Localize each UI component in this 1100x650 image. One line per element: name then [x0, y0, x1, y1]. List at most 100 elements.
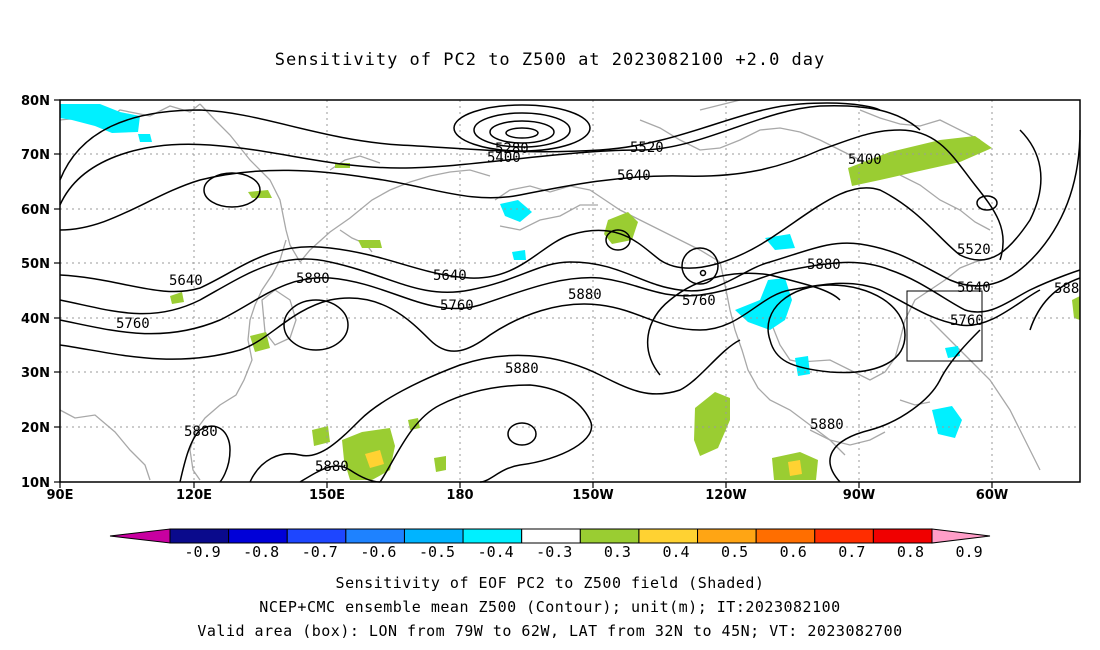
- colorbar-tick-label: 0.9: [956, 543, 983, 561]
- colorbar-cell: [755, 528, 816, 544]
- colorbar-cell: [462, 528, 523, 544]
- z500-contours: [59, 102, 1081, 483]
- shade-negative: [795, 356, 810, 376]
- footer-line-2: NCEP+CMC ensemble mean Z500 (Contour); u…: [259, 598, 841, 616]
- lon-tick-label: 150E: [309, 488, 345, 503]
- lon-tick-label: 60W: [976, 488, 1008, 503]
- colorbar-tick-label: 0.5: [721, 543, 748, 561]
- colorbar-tick-label: -0.5: [419, 543, 455, 561]
- shade-negative: [765, 234, 795, 250]
- colorbar: [109, 528, 991, 544]
- shade-negative: [932, 406, 962, 438]
- shade-negative: [945, 346, 960, 358]
- map-frame: [59, 99, 1081, 483]
- lat-labels: 80N 70N 60N 50N 40N 30N 20N 10N: [21, 94, 50, 491]
- footer-line-3: Valid area (box): LON from 79W to 62W, L…: [197, 622, 903, 640]
- shade-positive: [1072, 296, 1080, 320]
- contour-label: 5400: [848, 152, 882, 168]
- colorbar-cell: [521, 528, 581, 544]
- colorbar-tick-label: -0.7: [302, 543, 338, 561]
- lon-tick-label: 180: [446, 488, 473, 503]
- contour-label: 5880: [505, 361, 539, 377]
- contour-label: 5880: [296, 271, 330, 287]
- shade-positive: [694, 392, 730, 456]
- shade-positive: [170, 292, 184, 304]
- shade-negative: [138, 134, 152, 142]
- lat-tick-label: 70N: [21, 148, 50, 163]
- contour-label: 5760: [950, 313, 984, 329]
- colorbar-tick-label: -0.4: [478, 543, 514, 561]
- lat-tick-label: 30N: [21, 366, 50, 381]
- lon-tick-label: 150W: [572, 488, 613, 503]
- colorbar-cell: [697, 528, 757, 544]
- contour-label: 5880: [184, 424, 218, 440]
- contour-label: 5520: [630, 140, 664, 156]
- colorbar-labels: -0.9 -0.8 -0.7 -0.6 -0.5 -0.4 -0.3 0.3 0.4 0.5 0.6…: [184, 543, 982, 561]
- lat-tick-label: 50N: [21, 257, 50, 272]
- valid-area-box: [906, 290, 983, 362]
- shade-weak: [365, 450, 384, 468]
- colorbar-tick-label: 0.3: [604, 543, 631, 561]
- contour-labels: 5280 5400 5520 5640 5400 5520 5640 5640 …: [116, 140, 1079, 475]
- lon-tick-label: 90W: [843, 488, 875, 503]
- shade-negative: [735, 278, 792, 330]
- colorbar-low-extend: [109, 528, 171, 544]
- contour-label: 5640: [169, 273, 203, 289]
- shade-negative: [500, 200, 532, 222]
- lat-tick-label: 20N: [21, 421, 50, 436]
- colorbar-tick-label: 0.7: [838, 543, 865, 561]
- shade-positive: [312, 426, 330, 446]
- lat-tick-label: 40N: [21, 312, 50, 327]
- contour-label: 5760: [440, 298, 474, 314]
- footer-line-1: Sensitivity of EOF PC2 to Z500 field (Sh…: [335, 574, 765, 592]
- colorbar-cell: [872, 528, 933, 544]
- colorbar-tick-label: -0.6: [360, 543, 396, 561]
- shade-negative: [512, 250, 526, 260]
- tick-marks: [54, 99, 993, 488]
- shade-positive: [434, 456, 446, 472]
- colorbar-tick-label: 0.4: [662, 543, 689, 561]
- shade-negative: [60, 104, 140, 133]
- colorbar-high-extend: [931, 528, 991, 544]
- colorbar-tick-label: -0.9: [184, 543, 220, 561]
- shade-positive: [358, 240, 382, 248]
- colorbar-cell: [169, 528, 230, 544]
- colorbar-cell: [286, 528, 347, 544]
- colorbar-cell: [579, 528, 640, 544]
- colorbar-cell: [345, 528, 405, 544]
- lat-tick-label: 10N: [21, 476, 50, 491]
- contour-label: 5880: [810, 417, 844, 433]
- contour-label: 5880: [568, 287, 602, 303]
- contour-label: 5400: [487, 150, 521, 166]
- contour-label: 5880: [807, 257, 841, 273]
- shade-weak: [788, 460, 802, 476]
- colorbar-cell: [814, 528, 874, 544]
- colorbar-tick-label: -0.3: [536, 543, 572, 561]
- colorbar-tick-label: 0.8: [897, 543, 924, 561]
- contour-label: 5280: [495, 141, 529, 157]
- contour-label: 5640: [433, 268, 467, 284]
- colorbar-tick-label: -0.8: [243, 543, 279, 561]
- shade-positive: [408, 418, 420, 430]
- contour-label: 5640: [617, 168, 651, 184]
- lon-tick-label: 120E: [176, 488, 212, 503]
- colorbar-tick-label: 0.6: [780, 543, 807, 561]
- colorbar-cell: [638, 528, 699, 544]
- contour-label: 5760: [116, 316, 150, 332]
- colorbar-cell: [403, 528, 464, 544]
- lat-tick-label: 60N: [21, 203, 50, 218]
- contour-label: 5520: [957, 242, 991, 258]
- lon-tick-label: 90E: [47, 488, 74, 503]
- lon-labels: 90E 120E 150E 180 150W 120W 90W 60W: [47, 488, 1009, 503]
- map-title: Sensitivity of PC2 to Z500 at 2023082100…: [274, 50, 826, 70]
- contour-label: 5760: [682, 293, 716, 309]
- sensitivity-shading: [60, 104, 1080, 480]
- lat-tick-label: 80N: [21, 94, 50, 109]
- contour-label: 588: [1054, 281, 1079, 297]
- colorbar-cell: [228, 528, 288, 544]
- contour-label: 5880: [315, 459, 349, 475]
- shade-positive: [848, 136, 992, 186]
- lon-tick-label: 120W: [705, 488, 746, 503]
- contour-label: 5640: [957, 280, 991, 296]
